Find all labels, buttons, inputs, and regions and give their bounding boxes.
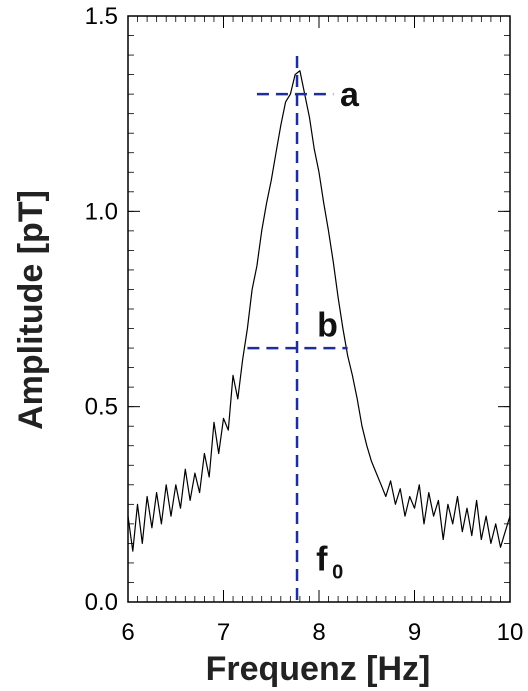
x-tick-label: 10 <box>497 619 524 646</box>
y-tick-label: 1.0 <box>85 198 118 225</box>
annotation-a: a <box>340 76 360 114</box>
y-tick-label: 0.0 <box>85 589 118 616</box>
annotation-b: b <box>317 306 338 344</box>
amplitude-series-line <box>127 70 511 552</box>
y-axis-title: Amplitude [pT] <box>12 190 50 430</box>
x-tick-label: 7 <box>217 619 230 646</box>
y-tick-label: 1.5 <box>85 3 118 30</box>
x-tick-label: 9 <box>408 619 421 646</box>
plot-area: 6 7 8 9 10 0.0 0.5 1.0 1.5 a b f 0 <box>85 3 524 646</box>
annotation-f: f <box>316 541 328 579</box>
x-tick-label: 6 <box>121 619 134 646</box>
y-tick-label: 0.5 <box>85 394 118 421</box>
annotation-subscript: 0 <box>332 562 343 584</box>
x-axis-title: Frequenz [Hz] <box>206 650 431 688</box>
x-tick-label: 8 <box>312 619 325 646</box>
